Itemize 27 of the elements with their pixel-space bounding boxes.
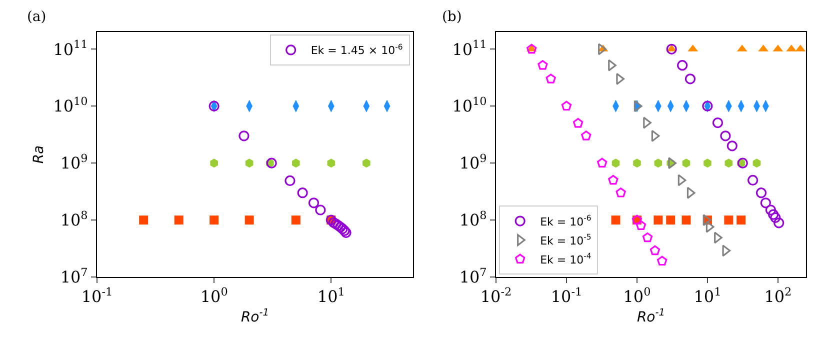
y-tick-label: 10$^{9}$ (459, 152, 487, 173)
x-tick-label: 10$^{1}$ (317, 285, 345, 306)
legend-label: Ek = 10$^{-5}$ (540, 232, 592, 248)
y-tick-label: 10$^{7}$ (60, 266, 88, 287)
y-tick-label: 10$^{9}$ (60, 152, 88, 173)
x-tick-label: 10$^{-1}$ (81, 285, 113, 306)
x-tick-label: 10$^{-2}$ (480, 285, 512, 306)
y-tick-label: 10$^{10}$ (53, 94, 88, 116)
legend-label: Ek = 1.45 × 10$^{-6}$ (310, 42, 403, 58)
y-tick-label: 10$^{10}$ (452, 94, 487, 116)
y-tick-label: 10$^{11}$ (53, 38, 88, 59)
x-tick-label: 10$^{-1}$ (550, 285, 582, 306)
y-tick-label: 10$^{7}$ (459, 266, 487, 287)
x-tick-label: 10$^{1}$ (694, 285, 722, 306)
x-axis-title: Ro$^{-1}$ (240, 308, 270, 326)
legend-label: Ek = 10$^{-6}$ (540, 214, 592, 228)
x-tick-label: 10$^{0}$ (200, 285, 228, 306)
x-tick-label: 10$^{2}$ (764, 285, 792, 306)
chart-title: (b) (442, 8, 462, 25)
x-tick-label: 10$^{0}$ (623, 285, 651, 306)
legend-label: Ek = 10$^{-4}$ (540, 252, 592, 266)
y-tick-label: 10$^{8}$ (60, 208, 88, 230)
y-tick-label: 10$^{8}$ (459, 208, 487, 230)
y-axis-title: Ra (30, 145, 47, 164)
chart-title: (a) (26, 8, 46, 25)
x-axis-title: Ro$^{-1}$ (636, 308, 666, 326)
y-tick-label: 10$^{11}$ (452, 38, 487, 59)
